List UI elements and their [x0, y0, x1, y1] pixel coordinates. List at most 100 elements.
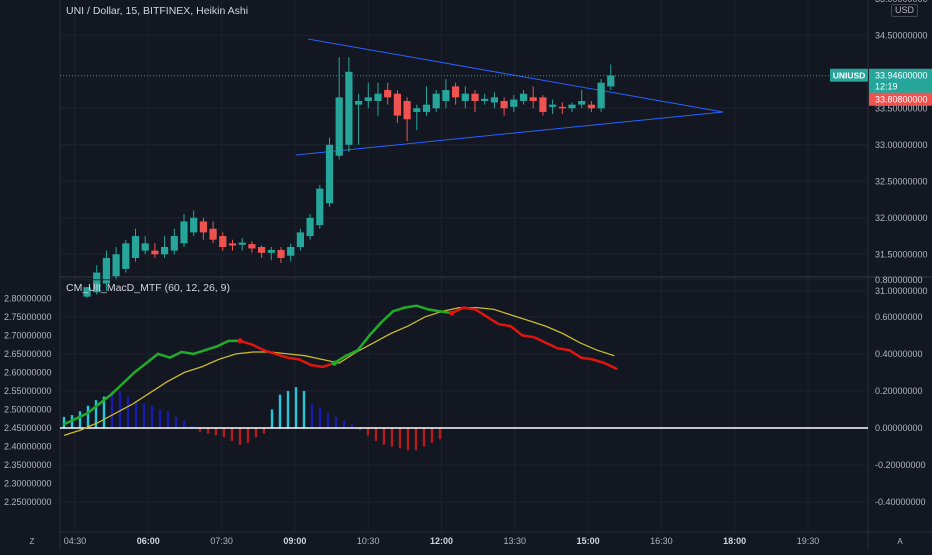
time-tick-label: 12:00 — [430, 536, 453, 546]
currency-button[interactable]: USD — [891, 4, 919, 17]
candle-body — [83, 287, 91, 297]
macd-left-axis-tick: 2.35000000 — [4, 460, 52, 470]
histogram-bar — [358, 428, 362, 430]
auto-scale-button[interactable]: A — [897, 537, 903, 546]
candle-body — [442, 90, 450, 101]
macd-line-segment — [250, 343, 266, 352]
macd-line-segment — [109, 382, 125, 396]
candle-body — [519, 93, 528, 101]
candle-body — [403, 101, 411, 120]
candle-body — [287, 247, 295, 256]
histogram-bar — [366, 428, 370, 436]
candle-body — [490, 97, 498, 103]
macd-left-axis-tick: 2.25000000 — [4, 497, 52, 507]
candle-body — [558, 106, 566, 109]
histogram-bar — [262, 428, 266, 434]
macd-line-segment — [262, 348, 277, 356]
candle-body — [151, 250, 159, 255]
macd-line-segment — [415, 304, 430, 311]
candle-body — [199, 221, 207, 233]
macd-axis-tick: 0.40000000 — [875, 349, 923, 359]
last-price-box — [869, 68, 932, 94]
histogram-bar — [158, 409, 162, 428]
macd-line-segment — [156, 352, 172, 359]
macd-line-segment — [180, 350, 195, 356]
macd-line-segment — [591, 358, 606, 365]
candle-body — [306, 217, 314, 237]
time-tick-label: 04:30 — [64, 536, 87, 546]
macd-line-segment — [356, 334, 371, 352]
macd-left-axis-tick: 2.50000000 — [4, 404, 52, 414]
candle-body — [578, 101, 586, 105]
candle-body — [452, 86, 460, 98]
candle-body — [471, 93, 479, 101]
price-axis-tick: 32.50000000 — [875, 176, 928, 186]
candle-body — [316, 188, 324, 226]
macd-line-segment — [603, 361, 618, 370]
candle-body — [190, 217, 198, 233]
crossover-marker — [237, 338, 243, 344]
crossover-marker — [449, 310, 455, 316]
time-tick-label: 19:30 — [797, 536, 820, 546]
candle-body — [413, 108, 421, 112]
macd-line-segment — [521, 334, 536, 339]
candle-body — [597, 82, 605, 109]
histogram-bar — [150, 405, 154, 428]
macd-line-segment — [391, 306, 407, 313]
macd-line-segment — [368, 321, 383, 337]
macd-line-segment — [380, 310, 395, 324]
histogram-bar — [398, 428, 402, 449]
macd-left-axis-tick: 2.30000000 — [4, 479, 52, 489]
prev-price-box — [869, 92, 932, 106]
candle-body — [587, 104, 595, 109]
macd-left-axis-tick: 2.65000000 — [4, 349, 52, 359]
histogram-bar — [110, 390, 114, 428]
macd-axis-tick: 0.80000000 — [875, 275, 923, 285]
histogram-bar — [390, 428, 394, 447]
symbol-badge-label: UNIUSD — [833, 71, 866, 81]
macd-left-axis-tick: 2.40000000 — [4, 442, 52, 452]
candle-body — [481, 98, 489, 101]
candle-body — [258, 247, 266, 253]
histogram-bar — [342, 420, 346, 428]
macd-line-segment — [427, 308, 442, 313]
candle-body — [345, 71, 353, 145]
histogram-bar — [310, 403, 314, 428]
macd-line-segment — [544, 341, 559, 350]
histogram-bar — [302, 390, 306, 428]
macd-line-segment — [274, 352, 289, 359]
macd-line-segment — [497, 322, 512, 328]
time-tick-label: 13:30 — [504, 536, 527, 546]
histogram-bar — [126, 396, 130, 428]
signal-line — [63, 306, 615, 437]
candle-body — [393, 93, 401, 116]
price-axis-tick: 33.00000000 — [875, 140, 928, 150]
histogram-bar — [102, 396, 106, 428]
candle-body — [529, 97, 537, 101]
candle-body — [267, 249, 275, 253]
macd-left-axis-tick: 2.55000000 — [4, 386, 52, 396]
macd-line-segment — [568, 348, 583, 359]
histogram-bar — [430, 428, 434, 443]
macd-line-segment — [86, 402, 101, 415]
histogram-bar — [406, 428, 410, 451]
histogram-bar — [118, 390, 122, 428]
timezone-button[interactable]: Z — [30, 537, 35, 546]
histogram-bar — [246, 428, 250, 443]
macd-left-axis-tick: 2.45000000 — [4, 423, 52, 433]
candle-body — [93, 272, 101, 293]
macd-line-segment — [485, 315, 501, 326]
histogram-bar — [294, 387, 298, 428]
price-axis-tick: 33.50000000 — [875, 103, 928, 113]
candle-body — [607, 75, 615, 87]
candle-body — [228, 243, 237, 246]
histogram-bar — [78, 411, 82, 428]
histogram-bar — [326, 413, 330, 428]
histogram-bar — [374, 428, 378, 441]
price-axis-tick: 32.00000000 — [875, 213, 928, 223]
histogram-bar — [350, 424, 354, 428]
time-tick-label: 06:00 — [137, 536, 160, 546]
candle-body — [180, 221, 188, 244]
